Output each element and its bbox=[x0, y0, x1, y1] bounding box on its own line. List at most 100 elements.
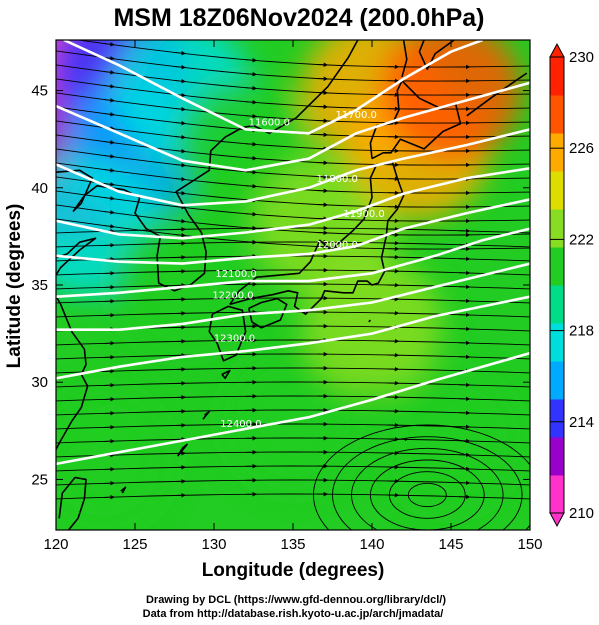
coastline-segment bbox=[120, 486, 127, 494]
contour-label: 11700.0 bbox=[336, 110, 377, 121]
height-contour bbox=[56, 167, 530, 240]
height-contour bbox=[56, 227, 530, 298]
x-tick-label: 120 bbox=[43, 536, 68, 553]
streamline bbox=[56, 479, 530, 486]
streamline-arrow bbox=[174, 78, 186, 84]
streamline bbox=[56, 241, 530, 248]
colorbar-segment bbox=[550, 437, 564, 476]
credit-data: Data from http://database.rish.kyoto-u.a… bbox=[143, 608, 444, 620]
streamline bbox=[56, 269, 530, 276]
streamline-arrow bbox=[245, 57, 258, 63]
colorbar-segment bbox=[550, 475, 564, 514]
streamline bbox=[56, 162, 530, 194]
streamline bbox=[56, 493, 530, 500]
streamline bbox=[56, 395, 530, 402]
streamline bbox=[56, 218, 530, 250]
streamline-arrow bbox=[174, 218, 186, 224]
streamline-arrow bbox=[174, 148, 186, 154]
field-sample bbox=[56, 390, 174, 530]
streamline bbox=[56, 176, 530, 208]
colorbar-segment bbox=[550, 361, 564, 400]
streamline-arrow bbox=[245, 225, 258, 231]
colorbar-tick-label: 226 bbox=[569, 140, 594, 157]
streamline bbox=[56, 92, 530, 124]
contour-label: 11800.0 bbox=[317, 174, 358, 185]
contour-label: 11900.0 bbox=[343, 209, 384, 220]
streamline-arrow bbox=[174, 134, 186, 140]
streamline bbox=[56, 339, 530, 346]
streamline-arrow bbox=[103, 182, 115, 187]
streamline-arrow bbox=[103, 168, 115, 173]
streamline bbox=[56, 227, 530, 234]
streamline-arrow bbox=[245, 71, 258, 77]
colorbar-segment bbox=[550, 133, 564, 172]
height-contour bbox=[63, 40, 484, 135]
streamline-arrow bbox=[245, 99, 258, 105]
x-axis-ticks: 120 125 130 135 140 145 150 bbox=[43, 40, 543, 553]
height-contours bbox=[56, 40, 530, 466]
streamline-arrow bbox=[174, 232, 186, 238]
colorbar-tick-label: 210 bbox=[569, 505, 594, 522]
streamline bbox=[56, 353, 530, 360]
y-axis-ticks: 25 30 35 40 45 bbox=[31, 83, 530, 488]
x-tick-label: 145 bbox=[438, 536, 463, 553]
streamline-arrow bbox=[174, 204, 186, 210]
contour-labels: 11600.0 11700.0 11800.0 11900.0 12000.0 12100… bbox=[212, 110, 384, 430]
colorbar-tick-label: 218 bbox=[569, 323, 594, 340]
colorbar-segment bbox=[550, 247, 564, 286]
field-sample bbox=[381, 40, 521, 161]
streamline bbox=[56, 437, 530, 444]
streamline-arrow bbox=[245, 169, 258, 175]
streamline-arrow bbox=[103, 210, 115, 215]
streamline-arrow bbox=[103, 196, 115, 201]
x-tick-label: 130 bbox=[201, 536, 226, 553]
streamline bbox=[56, 409, 530, 416]
gyre-streamline bbox=[351, 447, 504, 530]
streamline-arrow bbox=[245, 113, 258, 119]
colorbar-tick-label: 222 bbox=[569, 231, 594, 248]
streamline bbox=[56, 204, 530, 236]
gyre-streamline bbox=[407, 482, 447, 508]
streamline-arrow bbox=[174, 176, 186, 182]
streamline-arrow bbox=[103, 112, 115, 117]
x-tick-label: 135 bbox=[280, 536, 305, 553]
streamline bbox=[56, 465, 530, 472]
streamline bbox=[56, 283, 530, 290]
chart-title: MSM 18Z06Nov2024 (200.0hPa) bbox=[113, 4, 484, 32]
streamline-arrow bbox=[103, 70, 115, 75]
streamline bbox=[56, 78, 530, 110]
colorbar-segment bbox=[550, 57, 564, 96]
colorbar-segment bbox=[550, 209, 564, 248]
height-contour bbox=[56, 198, 530, 265]
plot-area: 11600.0 11700.0 11800.0 11900.0 12000.0 12100… bbox=[56, 40, 530, 530]
contour-label: 12300.0 bbox=[214, 333, 255, 344]
streamline-arrow bbox=[245, 85, 258, 91]
streamline-arrow bbox=[174, 162, 186, 168]
streamline bbox=[56, 367, 530, 374]
colorbar-segment bbox=[550, 399, 564, 438]
gyre-streamline bbox=[388, 471, 466, 519]
contour-label: 12200.0 bbox=[212, 291, 253, 302]
streamline-arrow bbox=[103, 154, 115, 159]
streamline-arrow bbox=[174, 106, 186, 112]
streamline bbox=[56, 50, 530, 82]
colorbar-segment bbox=[550, 285, 564, 324]
contour-label: 12100.0 bbox=[215, 269, 256, 280]
colorbar-segment bbox=[550, 95, 564, 134]
colorbar-tick-label: 230 bbox=[569, 49, 594, 66]
streamline bbox=[56, 297, 530, 304]
x-axis-label: Longitude (degrees) bbox=[202, 560, 385, 581]
y-tick-label: 40 bbox=[31, 180, 48, 197]
field-sample bbox=[302, 253, 442, 394]
coastline-segment bbox=[418, 40, 455, 70]
streamline-arrow bbox=[103, 42, 115, 47]
coastline-segment bbox=[401, 40, 408, 78]
y-tick-label: 45 bbox=[31, 83, 48, 100]
gyre-streamline bbox=[369, 459, 485, 530]
streamline-arrow bbox=[103, 98, 115, 103]
contour-label: 12000.0 bbox=[317, 240, 358, 251]
streamline-arrow bbox=[174, 50, 186, 56]
coastline-segment bbox=[56, 237, 97, 452]
